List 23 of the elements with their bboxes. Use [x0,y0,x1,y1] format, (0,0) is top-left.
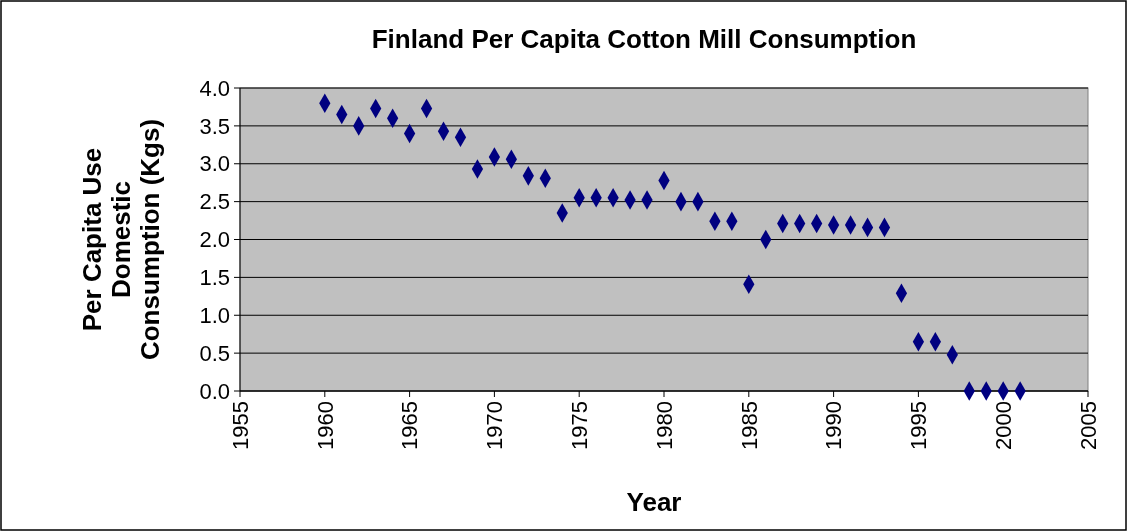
y-tick-label: 2.0 [199,227,230,253]
x-tick-label: 1965 [397,401,423,450]
x-tick-label: 1995 [906,401,932,450]
y-tick-label: 2.5 [199,189,230,215]
x-tick-label: 1955 [227,401,253,450]
chart-title: Finland Per Capita Cotton Mill Consumption [371,24,917,54]
x-tick-label: 1990 [821,401,847,450]
y-tick-label: 4.0 [199,75,230,101]
y-tick-label: 3.5 [199,113,230,139]
x-tick-label: 1975 [566,401,592,450]
x-axis-title: Year [626,487,682,517]
y-tick-label: 3.0 [199,151,230,177]
y-tick-label: 1.5 [199,265,230,291]
y-tick-label: 0.5 [199,340,230,366]
y-axis-title: Per Capita Use Domestic Consumption (Kgs) [77,118,165,361]
x-tick-label: 1960 [312,401,338,450]
x-tick-label: 1970 [482,401,508,450]
x-tick-label: 1985 [736,401,762,450]
x-tick-label: 1980 [651,401,677,450]
x-tick-label: 2005 [1075,401,1101,450]
y-tick-label: 1.0 [199,302,230,328]
y-tick-label: 0.0 [199,378,230,404]
x-tick-label: 2000 [990,401,1016,450]
